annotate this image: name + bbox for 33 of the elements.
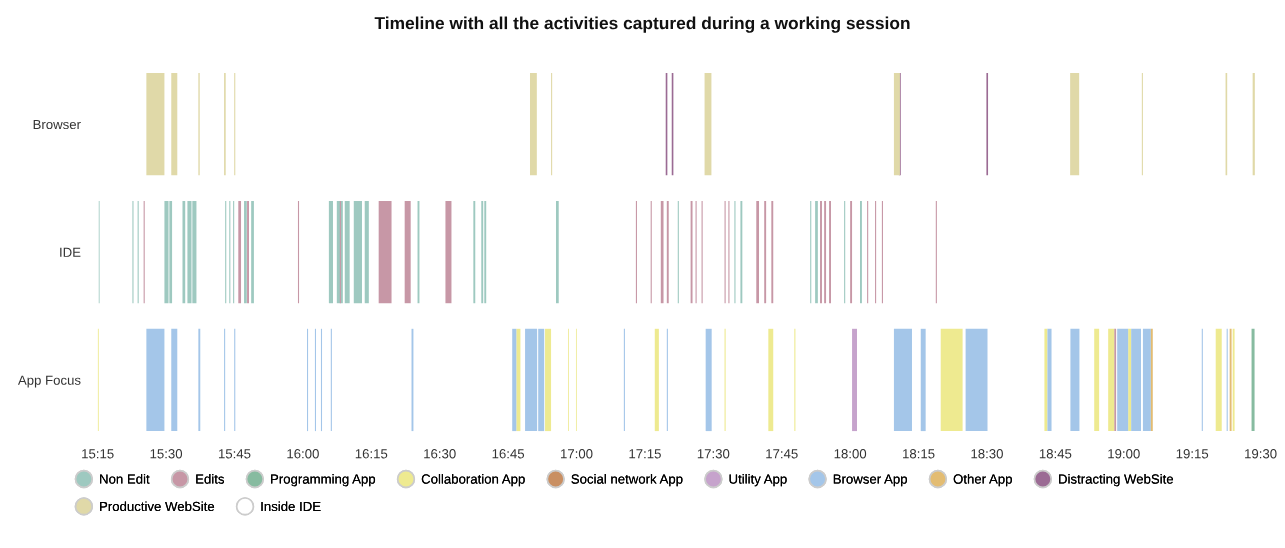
- legend-label: Utility App: [729, 474, 787, 487]
- x-tick-label: 19:15: [1176, 449, 1209, 459]
- chart-title: Timeline with all the activities captured during a working session: [374, 16, 910, 33]
- x-tick-label: 18:30: [971, 449, 1003, 459]
- legend-label: Edits: [196, 474, 225, 484]
- legend-label: Other App: [953, 474, 1012, 487]
- x-tick-label: 15:15: [82, 449, 114, 459]
- x-tick-label: 18:15: [903, 449, 935, 459]
- legend-label: Distracting WebSite: [1059, 474, 1174, 487]
- x-tick-label: 17:30: [697, 449, 730, 459]
- y-tick-label: IDE: [60, 247, 81, 257]
- x-tick-label: 17:45: [766, 449, 798, 459]
- legend-label: Collaboration App: [421, 474, 525, 487]
- x-tick-label: 16:30: [424, 449, 456, 459]
- x-tick-label: 17:15: [629, 449, 661, 459]
- x-tick-label: 19:30: [1245, 449, 1277, 459]
- x-tick-label: 18:00: [834, 449, 867, 459]
- legend-label: Programming App: [271, 474, 376, 487]
- y-tick-label: App Focus: [17, 375, 81, 388]
- x-tick-label: 17:00: [561, 449, 593, 459]
- legend-label: Social network App: [571, 474, 683, 487]
- x-tick-label: 16:45: [492, 449, 525, 459]
- x-tick-label: 15:30: [150, 449, 183, 459]
- x-tick-label: 15:45: [218, 449, 251, 459]
- legend-label: Non Edit: [100, 474, 150, 484]
- x-tick-label: 16:15: [355, 449, 388, 459]
- x-tick-label: 18:45: [1039, 449, 1072, 459]
- legend-label: Browser App: [833, 474, 908, 487]
- x-tick-label: 19:00: [1108, 449, 1140, 459]
- y-tick-label: Browser: [33, 119, 81, 130]
- x-tick-label: 16:00: [287, 449, 319, 459]
- legend-label: Productive WebSite: [100, 501, 215, 512]
- legend-label: Inside IDE: [261, 501, 321, 512]
